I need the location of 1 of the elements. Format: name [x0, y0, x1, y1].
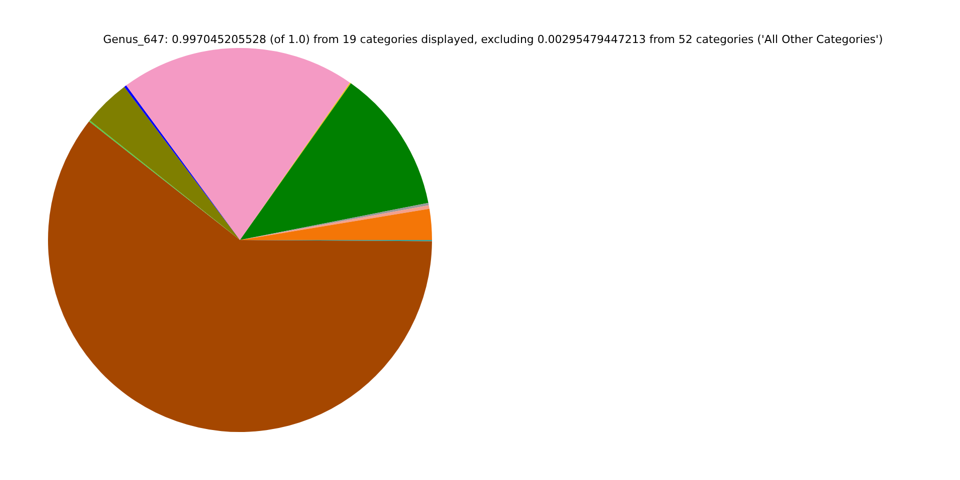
text: Genus_647: 0.997045205528 (of 1.0) from 19 categories displayed, excluding 0.00295479447213 from 52 categories ('All Other Categories')	[103, 32, 883, 46]
